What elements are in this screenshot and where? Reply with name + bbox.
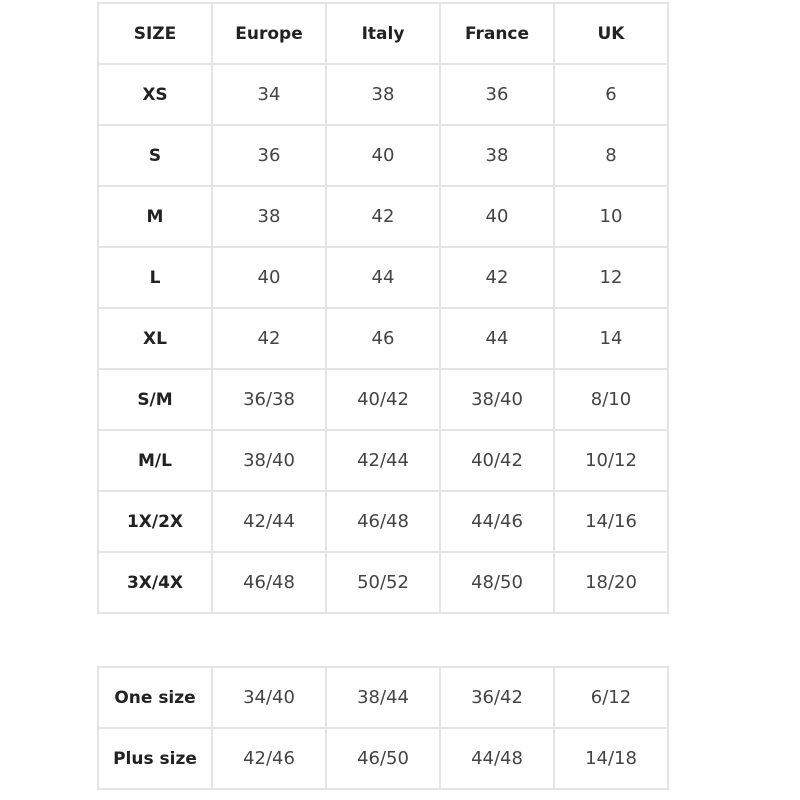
column-header: SIZE (97, 2, 213, 65)
size-label-cell: XS (97, 63, 213, 126)
column-header: Europe (211, 2, 327, 65)
size-value-cell: 38/44 (325, 666, 441, 729)
size-label-cell: Plus size (97, 727, 213, 790)
size-value-cell: 36 (211, 124, 327, 187)
size-value-cell: 14/16 (553, 490, 669, 553)
size-value-cell: 42 (439, 246, 555, 309)
table-row: M 38 42 40 10 (97, 185, 669, 248)
table-row: XS 34 38 36 6 (97, 63, 669, 126)
size-label-cell: 1X/2X (97, 490, 213, 553)
size-label-cell: M (97, 185, 213, 248)
size-value-cell: 40 (325, 124, 441, 187)
size-value-cell: 46 (325, 307, 441, 370)
size-value-cell: 40/42 (439, 429, 555, 492)
size-label-cell: S/M (97, 368, 213, 431)
size-value-cell: 42 (325, 185, 441, 248)
table-row: 1X/2X 42/44 46/48 44/46 14/16 (97, 490, 669, 553)
size-label-cell: L (97, 246, 213, 309)
table-row: S/M 36/38 40/42 38/40 8/10 (97, 368, 669, 431)
header-row: SIZE Europe Italy France UK (97, 2, 669, 65)
size-value-cell: 10/12 (553, 429, 669, 492)
size-label-cell: M/L (97, 429, 213, 492)
table-row: L 40 44 42 12 (97, 246, 669, 309)
table-row: 3X/4X 46/48 50/52 48/50 18/20 (97, 551, 669, 614)
size-value-cell: 12 (553, 246, 669, 309)
size-value-cell: 44 (439, 307, 555, 370)
size-value-cell: 8 (553, 124, 669, 187)
table-row: S 36 40 38 8 (97, 124, 669, 187)
size-value-cell: 46/50 (325, 727, 441, 790)
size-value-cell: 14 (553, 307, 669, 370)
size-value-cell: 44/46 (439, 490, 555, 553)
size-value-cell: 42/46 (211, 727, 327, 790)
size-label-cell: S (97, 124, 213, 187)
size-value-cell: 44/48 (439, 727, 555, 790)
size-value-cell: 6/12 (553, 666, 669, 729)
size-value-cell: 14/18 (553, 727, 669, 790)
size-value-cell: 46/48 (325, 490, 441, 553)
size-value-cell: 38/40 (439, 368, 555, 431)
size-value-cell: 42 (211, 307, 327, 370)
size-value-cell: 38 (325, 63, 441, 126)
table-row: One size 34/40 38/44 36/42 6/12 (97, 666, 669, 729)
size-value-cell: 40 (439, 185, 555, 248)
size-value-cell: 36/38 (211, 368, 327, 431)
size-value-cell: 8/10 (553, 368, 669, 431)
size-value-cell: 36/42 (439, 666, 555, 729)
size-value-cell: 38 (439, 124, 555, 187)
special-sizes-table: One size 34/40 38/44 36/42 6/12 Plus size 42/4… (97, 666, 669, 790)
size-value-cell: 40/42 (325, 368, 441, 431)
size-value-cell: 34/40 (211, 666, 327, 729)
size-label-cell: XL (97, 307, 213, 370)
size-value-cell: 18/20 (553, 551, 669, 614)
size-value-cell: 38/40 (211, 429, 327, 492)
size-value-cell: 6 (553, 63, 669, 126)
size-value-cell: 48/50 (439, 551, 555, 614)
column-header: Italy (325, 2, 441, 65)
size-label-cell: One size (97, 666, 213, 729)
size-value-cell: 38 (211, 185, 327, 248)
size-value-cell: 46/48 (211, 551, 327, 614)
column-header: UK (553, 2, 669, 65)
size-value-cell: 40 (211, 246, 327, 309)
size-value-cell: 10 (553, 185, 669, 248)
column-header: France (439, 2, 555, 65)
size-value-cell: 50/52 (325, 551, 441, 614)
table-row: Plus size 42/46 46/50 44/48 14/18 (97, 727, 669, 790)
size-value-cell: 34 (211, 63, 327, 126)
table-row: M/L 38/40 42/44 40/42 10/12 (97, 429, 669, 492)
size-value-cell: 36 (439, 63, 555, 126)
size-value-cell: 42/44 (325, 429, 441, 492)
size-label-cell: 3X/4X (97, 551, 213, 614)
size-chart-table: SIZE Europe Italy France UK XS 34 38 36 6 S 36 40 38 8… (97, 2, 669, 614)
size-value-cell: 42/44 (211, 490, 327, 553)
table-row: XL 42 46 44 14 (97, 307, 669, 370)
size-value-cell: 44 (325, 246, 441, 309)
